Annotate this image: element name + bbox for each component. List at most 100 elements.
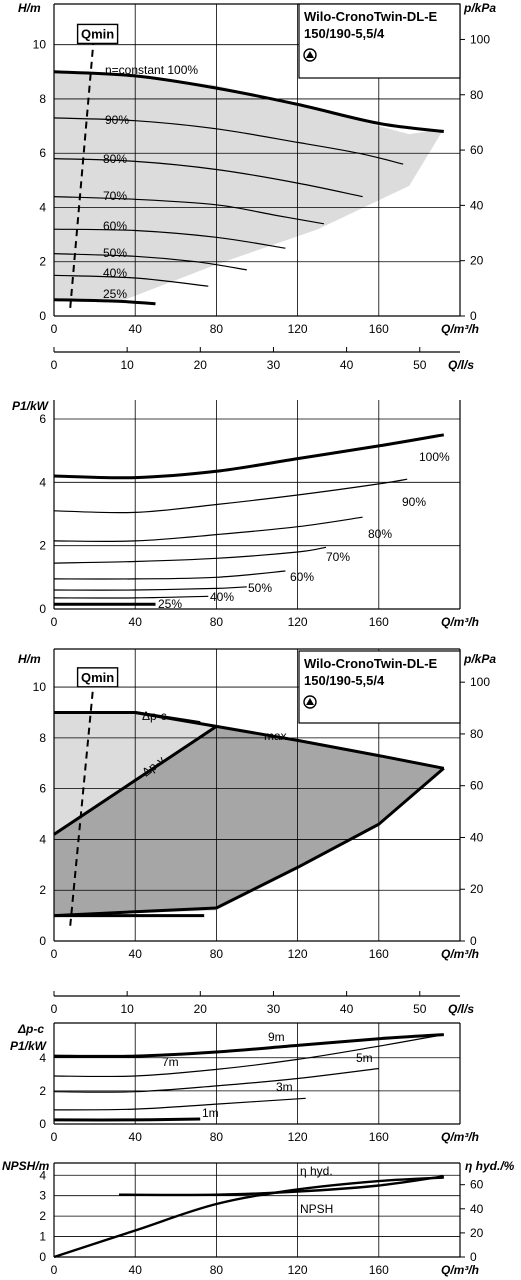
- chart-p1-speed-ytick-label: 2: [39, 539, 46, 553]
- chart-hq-control-ytick-label: 6: [39, 782, 46, 796]
- chart-hq-speed-label-50: 50%: [103, 246, 127, 260]
- chart-hq-control-y2tick-label: 0: [470, 934, 477, 948]
- chart-hq-speed-model-line1: Wilo-CronoTwin-DL-E: [304, 9, 438, 24]
- chart-hq-speed-y2tick-label: 40: [470, 198, 484, 212]
- chart-hq-speed-ytick-label: 10: [33, 38, 47, 52]
- chart-p1-control-series-0: [53, 1033, 444, 1058]
- chart-hq-speed-ytick-label: 2: [39, 255, 46, 269]
- chart-hq-control-xtick-label: 160: [369, 947, 389, 961]
- chart-npsh-eff-label-eta: η hyd.: [300, 1164, 333, 1178]
- chart-npsh-eff-label-npsh: NPSH: [300, 1202, 333, 1216]
- chart-hq-speed-qmin-line: [69, 28, 96, 308]
- chart-hq-speed-label-40: 40%: [103, 266, 127, 280]
- chart-p1-speed-ytick-label: 0: [39, 602, 46, 616]
- chart-hq-speed-ytick-label: 8: [39, 92, 46, 106]
- chart-hq-control-ls-title: Q/l/s: [448, 1002, 474, 1016]
- chart-hq-speed-qmin-box: [76, 23, 119, 45]
- chart-hq-control-xtick-label: 120: [288, 947, 308, 961]
- chart-hq-speed-y2tick-label: 80: [470, 88, 484, 102]
- chart-hq-speed-y2tick-label: 20: [470, 254, 484, 268]
- chart-hq-speed-ls-tick-label: 20: [194, 358, 208, 372]
- chart-p1-speed-series-4: [53, 570, 286, 580]
- chart-hq-speed-xtick-label: 80: [210, 322, 224, 336]
- chart-p1-control-yaxis-title-1: Δp-c: [17, 1022, 44, 1036]
- chart-npsh-eff-ytick-label: 1: [39, 1230, 46, 1244]
- chart-p1-control-xtick-label: 120: [288, 1130, 308, 1144]
- wilo-triangle-icon: [306, 51, 314, 58]
- chart-p1-speed-xtick-label: 0: [51, 615, 58, 629]
- chart-p1-control-xtick-label: 0: [51, 1130, 58, 1144]
- chart-p1-speed: 0 40 80 120 160 Q/m³/h 0 2 4 6P1/kW 100% 90% 80% 70% 6…: [12, 399, 479, 629]
- chart-npsh-eff-y2tick-label: 20: [470, 1226, 484, 1240]
- chart-p1-control-label-1: 7m: [162, 1055, 179, 1069]
- chart-p1-speed-yaxis-title: P1/kW: [12, 399, 50, 413]
- chart-hq-control-dark-area: [54, 726, 444, 916]
- chart-p1-speed-label-4: 60%: [290, 570, 314, 584]
- chart-hq-control-xaxis-title: Q/m³/h: [441, 947, 479, 961]
- chart-hq-control-model-line2: 150/190-5,5/4: [304, 673, 385, 688]
- chart-p1-speed-label-0: 100%: [419, 450, 450, 464]
- chart-hq-control-label-dpc: Δp-c: [142, 709, 167, 723]
- chart-p1-speed-label-2: 80%: [368, 527, 392, 541]
- chart-p1-speed-series-5: [53, 586, 247, 591]
- chart-hq-speed-ls-tick-label: 30: [267, 358, 281, 372]
- chart-hq-control-series-1: [54, 711, 201, 725]
- chart-p1-control-ytick-label: 0: [39, 1117, 46, 1131]
- chart-hq-speed-ls-tick-label: 10: [120, 358, 134, 372]
- chart-hq-speed-operating-area: [54, 71, 444, 300]
- chart-p1-control-series-3: [53, 1097, 306, 1111]
- chart-p1-speed-label-6: 40%: [210, 590, 234, 604]
- chart-npsh-eff-xtick-label: 80: [210, 1263, 224, 1277]
- chart-npsh-eff-xtick-label: 40: [129, 1263, 143, 1277]
- chart-npsh-eff-xtick-label: 0: [51, 1263, 58, 1277]
- chart-hq-speed-model-line2: 150/190-5,5/4: [304, 26, 385, 41]
- chart-npsh-eff-npsh-line: [118, 1175, 444, 1197]
- chart-hq-control-y2axis-title: p/kPa: [463, 652, 496, 666]
- chart-p1-control-label-0: 9m: [268, 1030, 285, 1044]
- chart-hq-speed-y2axis-title: p/kPa: [463, 1, 496, 15]
- chart-hq-speed-ls-tick-label: 40: [340, 358, 354, 372]
- chart-hq-speed-model-box: [298, 3, 461, 79]
- chart-p1-speed-series-2: [53, 516, 363, 542]
- chart-p1-speed-label-5: 50%: [248, 581, 272, 595]
- chart-hq-speed-ls-tick-label: 50: [413, 358, 427, 372]
- chart-p1-speed-ytick-label: 4: [39, 475, 46, 489]
- chart-p1-control-series-2: [53, 1067, 379, 1093]
- chart-p1-control-xtick-label: 40: [129, 1130, 143, 1144]
- chart-hq-speed-xtick-label: 120: [288, 322, 308, 336]
- chart-hq-control-ls-tick-label: 30: [267, 1002, 281, 1016]
- chart-hq-control-y2tick-label: 20: [470, 882, 484, 896]
- chart-hq-speed-label-100: n=constant 100%: [105, 63, 198, 77]
- chart-hq-speed-y2tick-label: 0: [470, 309, 477, 323]
- chart-p1-speed-series-1: [53, 478, 408, 514]
- chart-hq-control-xtick-label: 0: [51, 947, 58, 961]
- chart-hq-control-qmin-line: [69, 671, 96, 926]
- chart-hq-control-label-max: max.: [264, 729, 290, 743]
- chart-hq-control-qmin-box: [76, 667, 119, 688]
- chart-hq-control-ls-tick-label: 20: [194, 1002, 208, 1016]
- chart-p1-control-xaxis-title: Q/m³/h: [441, 1130, 479, 1144]
- chart-p1-control-ytick-label: 4: [39, 1051, 46, 1065]
- chart-hq-control-xtick-label: 80: [210, 947, 224, 961]
- chart-hq-control-ls-tick-label: 0: [51, 1002, 58, 1016]
- chart-hq-speed-label-60: 60%: [103, 219, 127, 233]
- chart-hq-speed-label-80: 80%: [103, 152, 127, 166]
- chart-hq-control-ytick-label: 10: [33, 680, 47, 694]
- chart-npsh-eff-y2tick-label: 60: [470, 1178, 484, 1192]
- chart-npsh-eff-xaxis-title: Q/m³/h: [441, 1263, 479, 1277]
- chart-hq-control-y2tick-label: 100: [470, 675, 490, 689]
- chart-hq-control-model-line1: Wilo-CronoTwin-DL-E: [304, 656, 438, 671]
- chart-p1-control-ytick-label: 2: [39, 1084, 46, 1098]
- chart-npsh-eff-y2tick-label: 40: [470, 1202, 484, 1216]
- chart-p1-control-label-2: 5m: [356, 1051, 373, 1065]
- chart-hq-speed-series-2: [53, 158, 363, 198]
- chart-hq-speed-series-6: [53, 274, 209, 287]
- chart-p1-control: 0 40 80 120 160 Q/m³/h 0 2 4 Δp-c P1/kW 9m 7m 5m 3m 1m: [10, 1022, 479, 1144]
- chart-npsh-eff-ytick-label: 4: [39, 1168, 46, 1182]
- chart-hq-speed-ytick-label: 0: [39, 309, 46, 323]
- chart-p1-control-series-4: [53, 1117, 201, 1122]
- chart-hq-control-ytick-label: 2: [39, 883, 46, 897]
- chart-npsh-eff-xtick-label: 120: [288, 1263, 308, 1277]
- chart-p1-speed-xaxis-title: Q/m³/h: [441, 615, 479, 629]
